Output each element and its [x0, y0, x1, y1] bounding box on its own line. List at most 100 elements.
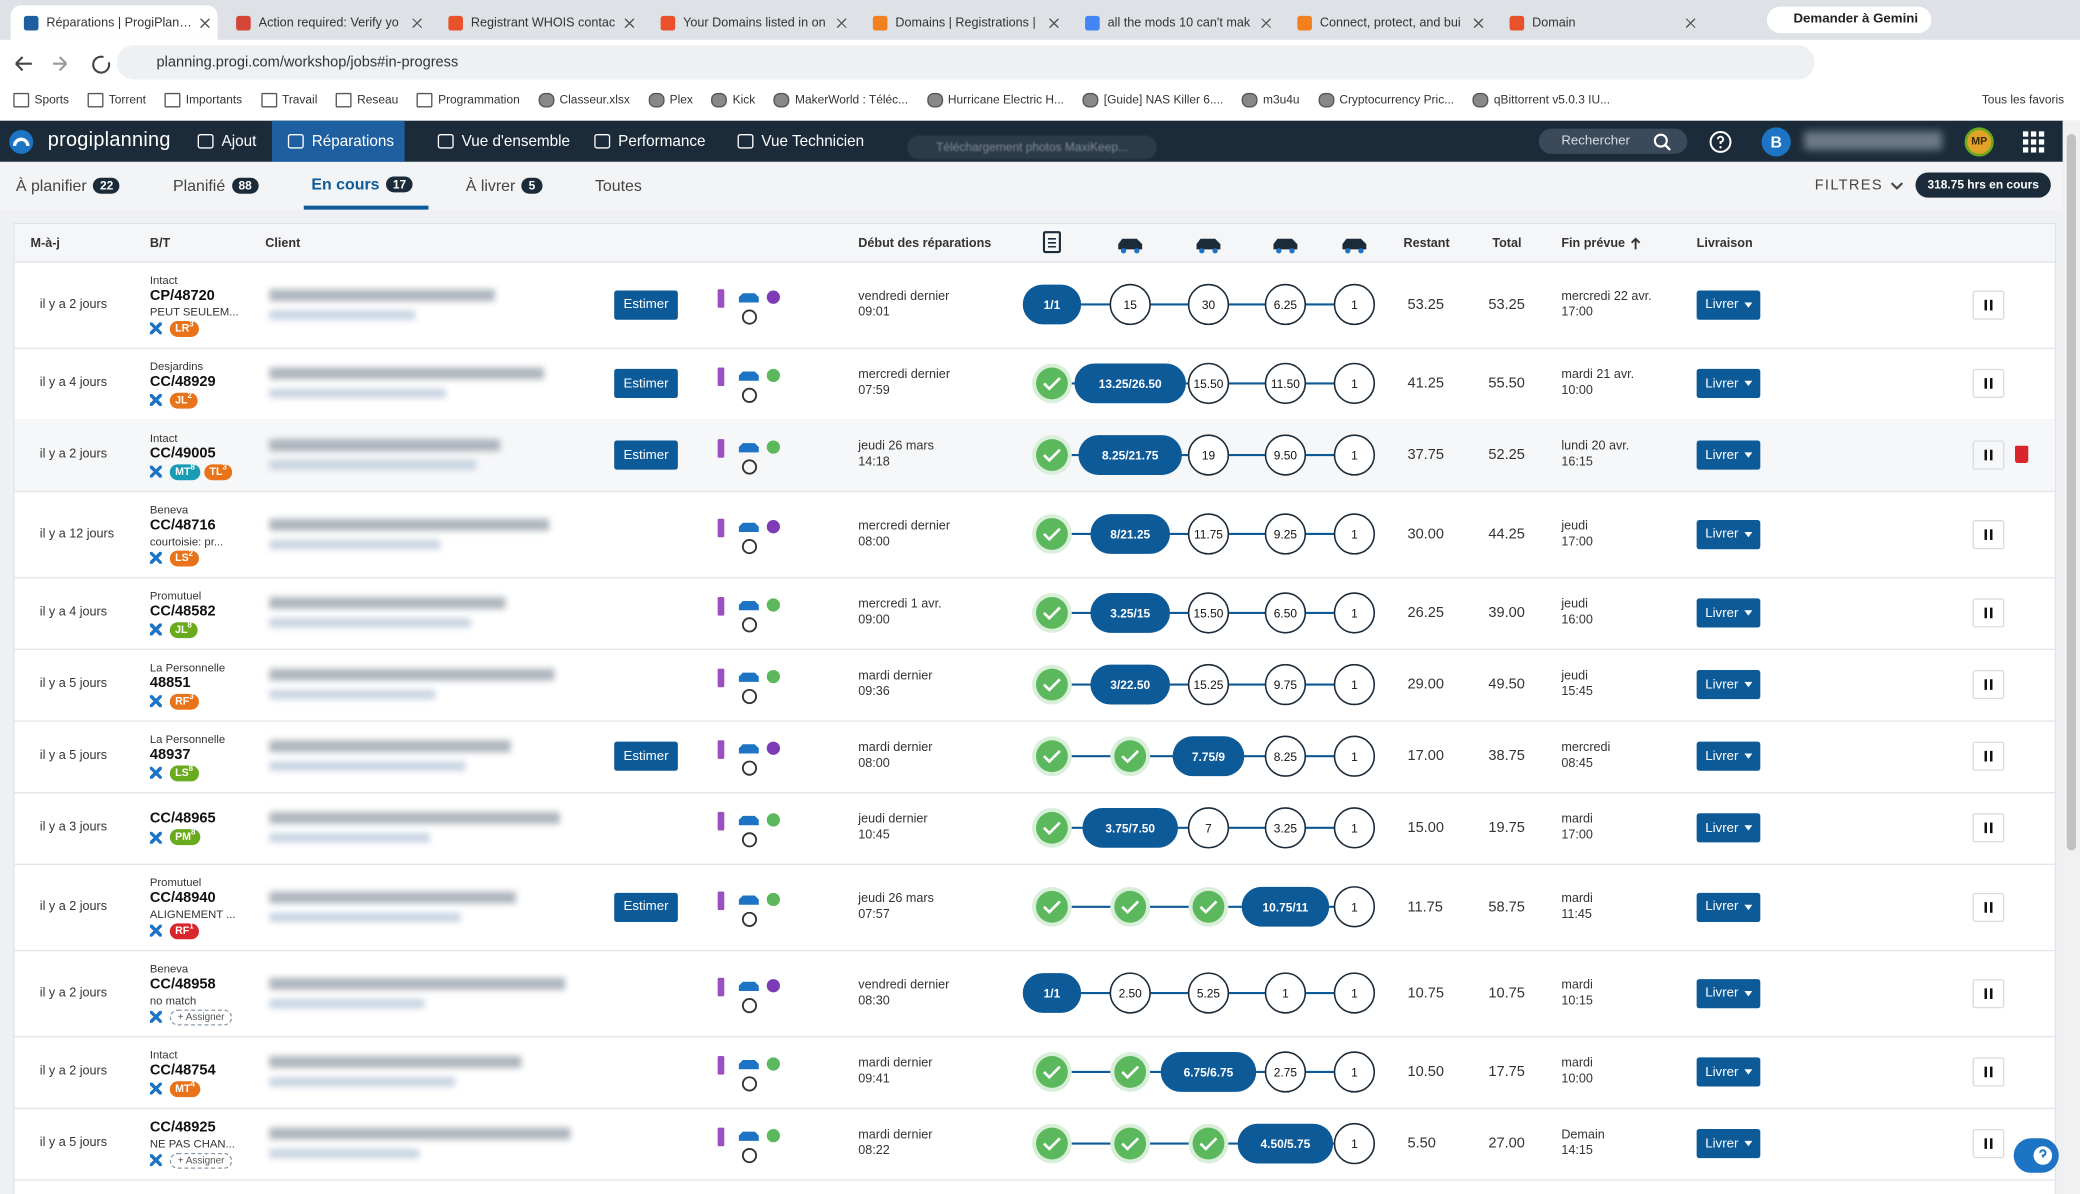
status-tab[interactable]: À planifier 22 [16, 162, 136, 210]
browser-tab[interactable]: Action required: Verify yo [223, 5, 430, 39]
bookmark[interactable]: Reseau [335, 92, 398, 107]
help-chat[interactable] [2013, 1138, 2059, 1173]
tech-tag[interactable]: MT 4 [169, 1080, 201, 1097]
avatar[interactable]: B [1761, 127, 1791, 157]
deliver-button[interactable]: Livrer [1696, 598, 1761, 628]
filters-button[interactable]: FILTRES [1815, 178, 1904, 194]
gemini-button[interactable]: Demander à Gemini [1766, 6, 1932, 34]
initials[interactable]: MP [1964, 127, 1994, 157]
tech-tag[interactable]: RF 1 [169, 922, 200, 939]
bookmark[interactable]: Cryptocurrency Pric... [1318, 92, 1454, 107]
bookmark[interactable]: m3u4u [1241, 92, 1300, 107]
tab-close[interactable] [837, 17, 847, 28]
estimate-button[interactable]: Estimer [614, 289, 678, 320]
deliver-button[interactable]: Livrer [1696, 289, 1761, 320]
pause-button[interactable] [1972, 368, 2005, 399]
tech-tag[interactable]: JL 2 [169, 392, 198, 408]
nav-item[interactable]: Vue d'ensemble [422, 121, 571, 162]
apps-icon[interactable] [2022, 130, 2046, 154]
nav-item[interactable]: Réparations [271, 120, 405, 162]
bt-block: Desjardins CC/48929 JL 2 [149, 348, 216, 420]
bookmark[interactable]: MakerWorld : Téléc... [773, 92, 908, 107]
nav-item[interactable]: Performance [578, 121, 708, 162]
deliver-button[interactable]: Livrer [1696, 1057, 1761, 1087]
tech-tag[interactable]: JL 8 [169, 621, 198, 638]
status-tab[interactable]: En cours 17 [303, 162, 429, 210]
bookmark[interactable]: Classeur.xlsx [538, 92, 630, 107]
help-icon[interactable] [1709, 130, 1733, 154]
tech-tag[interactable]: MT 8 [169, 463, 201, 480]
pause-button[interactable] [1972, 1128, 2005, 1159]
browser-tab[interactable]: Réparations | ProgiPlannin [10, 5, 218, 40]
browser-tab[interactable]: Domain [1496, 5, 1703, 39]
tech-tag[interactable]: TL 3 [204, 463, 233, 480]
tech-tag[interactable]: LR 3 [169, 320, 200, 337]
bookmark[interactable]: qBittorrent v5.0.3 IU... [1472, 92, 1610, 107]
address-bar[interactable]: planning.progi.com/workshop/jobs#in-prog… [116, 45, 1815, 80]
tech-tag[interactable]: LS 8 [169, 764, 199, 781]
tab-close[interactable] [1473, 17, 1484, 28]
tech-tag[interactable]: LS 2 [169, 549, 199, 566]
start-date: jeudi 26 mars 14:18 [858, 439, 934, 471]
bookmark[interactable]: Travail [260, 92, 317, 107]
deliver-button[interactable]: Livrer [1696, 669, 1761, 700]
deliver-button[interactable]: Livrer [1696, 368, 1761, 399]
tab-close[interactable] [200, 17, 210, 28]
deliver-button[interactable]: Livrer [1696, 1128, 1761, 1159]
pause-button[interactable] [1972, 440, 2005, 470]
search[interactable]: Rechercher [1538, 128, 1688, 154]
pause-button[interactable] [1972, 289, 2005, 320]
delete-button[interactable] [2014, 445, 2029, 464]
nav-item[interactable]: Vue Technicien [722, 121, 868, 162]
bookmark[interactable]: Importants [164, 92, 242, 107]
estimate-button[interactable]: Estimer [614, 741, 678, 771]
deliver-button[interactable]: Livrer [1696, 813, 1761, 843]
tech-tag[interactable]: RF 3 [169, 693, 200, 710]
nav-item[interactable]: Ajout [194, 121, 260, 162]
deliver-button[interactable]: Livrer [1696, 440, 1761, 470]
tab-close[interactable] [1686, 17, 1696, 28]
pause-button[interactable] [1972, 741, 2005, 771]
pause-button[interactable] [1972, 598, 2005, 628]
assign-button[interactable]: + Assigner [169, 1152, 233, 1169]
tab-close[interactable] [412, 17, 422, 28]
bookmark[interactable]: Plex [648, 92, 693, 107]
pause-button[interactable] [1972, 1057, 2005, 1087]
status-tab[interactable]: À livrer 5 [458, 162, 558, 210]
browser-tab[interactable]: Your Domains listed in on [647, 5, 854, 39]
deliver-button[interactable]: Livrer [1696, 519, 1761, 549]
estimate-button[interactable]: Estimer [614, 892, 678, 922]
bookmark[interactable]: [Guide] NAS Killer 6.... [1082, 92, 1223, 107]
browser-tab[interactable]: Registrant WHOIS contac [435, 5, 642, 39]
status-tab[interactable]: Toutes [587, 162, 658, 210]
pause-button[interactable] [1972, 519, 2005, 549]
tech-code: MT [175, 1081, 191, 1094]
pause-button[interactable] [1972, 669, 2005, 700]
pause-button[interactable] [1972, 978, 2005, 1008]
estimate-button[interactable]: Estimer [614, 440, 678, 470]
browser-tab[interactable]: Domains | Registrations | [860, 5, 1067, 39]
browser-tab[interactable]: Connect, protect, and bui [1284, 5, 1491, 39]
bookmark[interactable]: Sports [13, 92, 69, 107]
pause-button[interactable] [1972, 892, 2005, 922]
pause-button[interactable] [1972, 813, 2005, 843]
bt-number: CC/48582 [149, 602, 216, 619]
tab-close[interactable] [1049, 17, 1059, 28]
deliver-button[interactable]: Livrer [1696, 892, 1761, 922]
all-bookmarks[interactable]: Tous les favoris [1981, 92, 2065, 107]
deliver-button[interactable]: Livrer [1696, 741, 1761, 771]
bookmark[interactable]: Torrent [87, 92, 146, 107]
deliver-button[interactable]: Livrer [1696, 978, 1761, 1008]
bt-number: CC/49005 [149, 445, 216, 462]
assign-button[interactable]: + Assigner [169, 1008, 233, 1025]
tech-tag[interactable]: PM 8 [169, 829, 201, 846]
bookmark[interactable]: Kick [711, 92, 755, 107]
estimate-button[interactable]: Estimer [614, 368, 678, 399]
column-header[interactable]: Fin prévue [1561, 236, 1641, 251]
bookmark[interactable]: Hurricane Electric H... [926, 92, 1064, 107]
browser-tab[interactable]: all the mods 10 can't mak [1072, 5, 1279, 39]
bookmark[interactable]: Programmation [416, 92, 520, 107]
tab-close[interactable] [624, 17, 635, 28]
status-tab[interactable]: Planifié 88 [165, 162, 274, 210]
tab-close[interactable] [1261, 17, 1271, 28]
